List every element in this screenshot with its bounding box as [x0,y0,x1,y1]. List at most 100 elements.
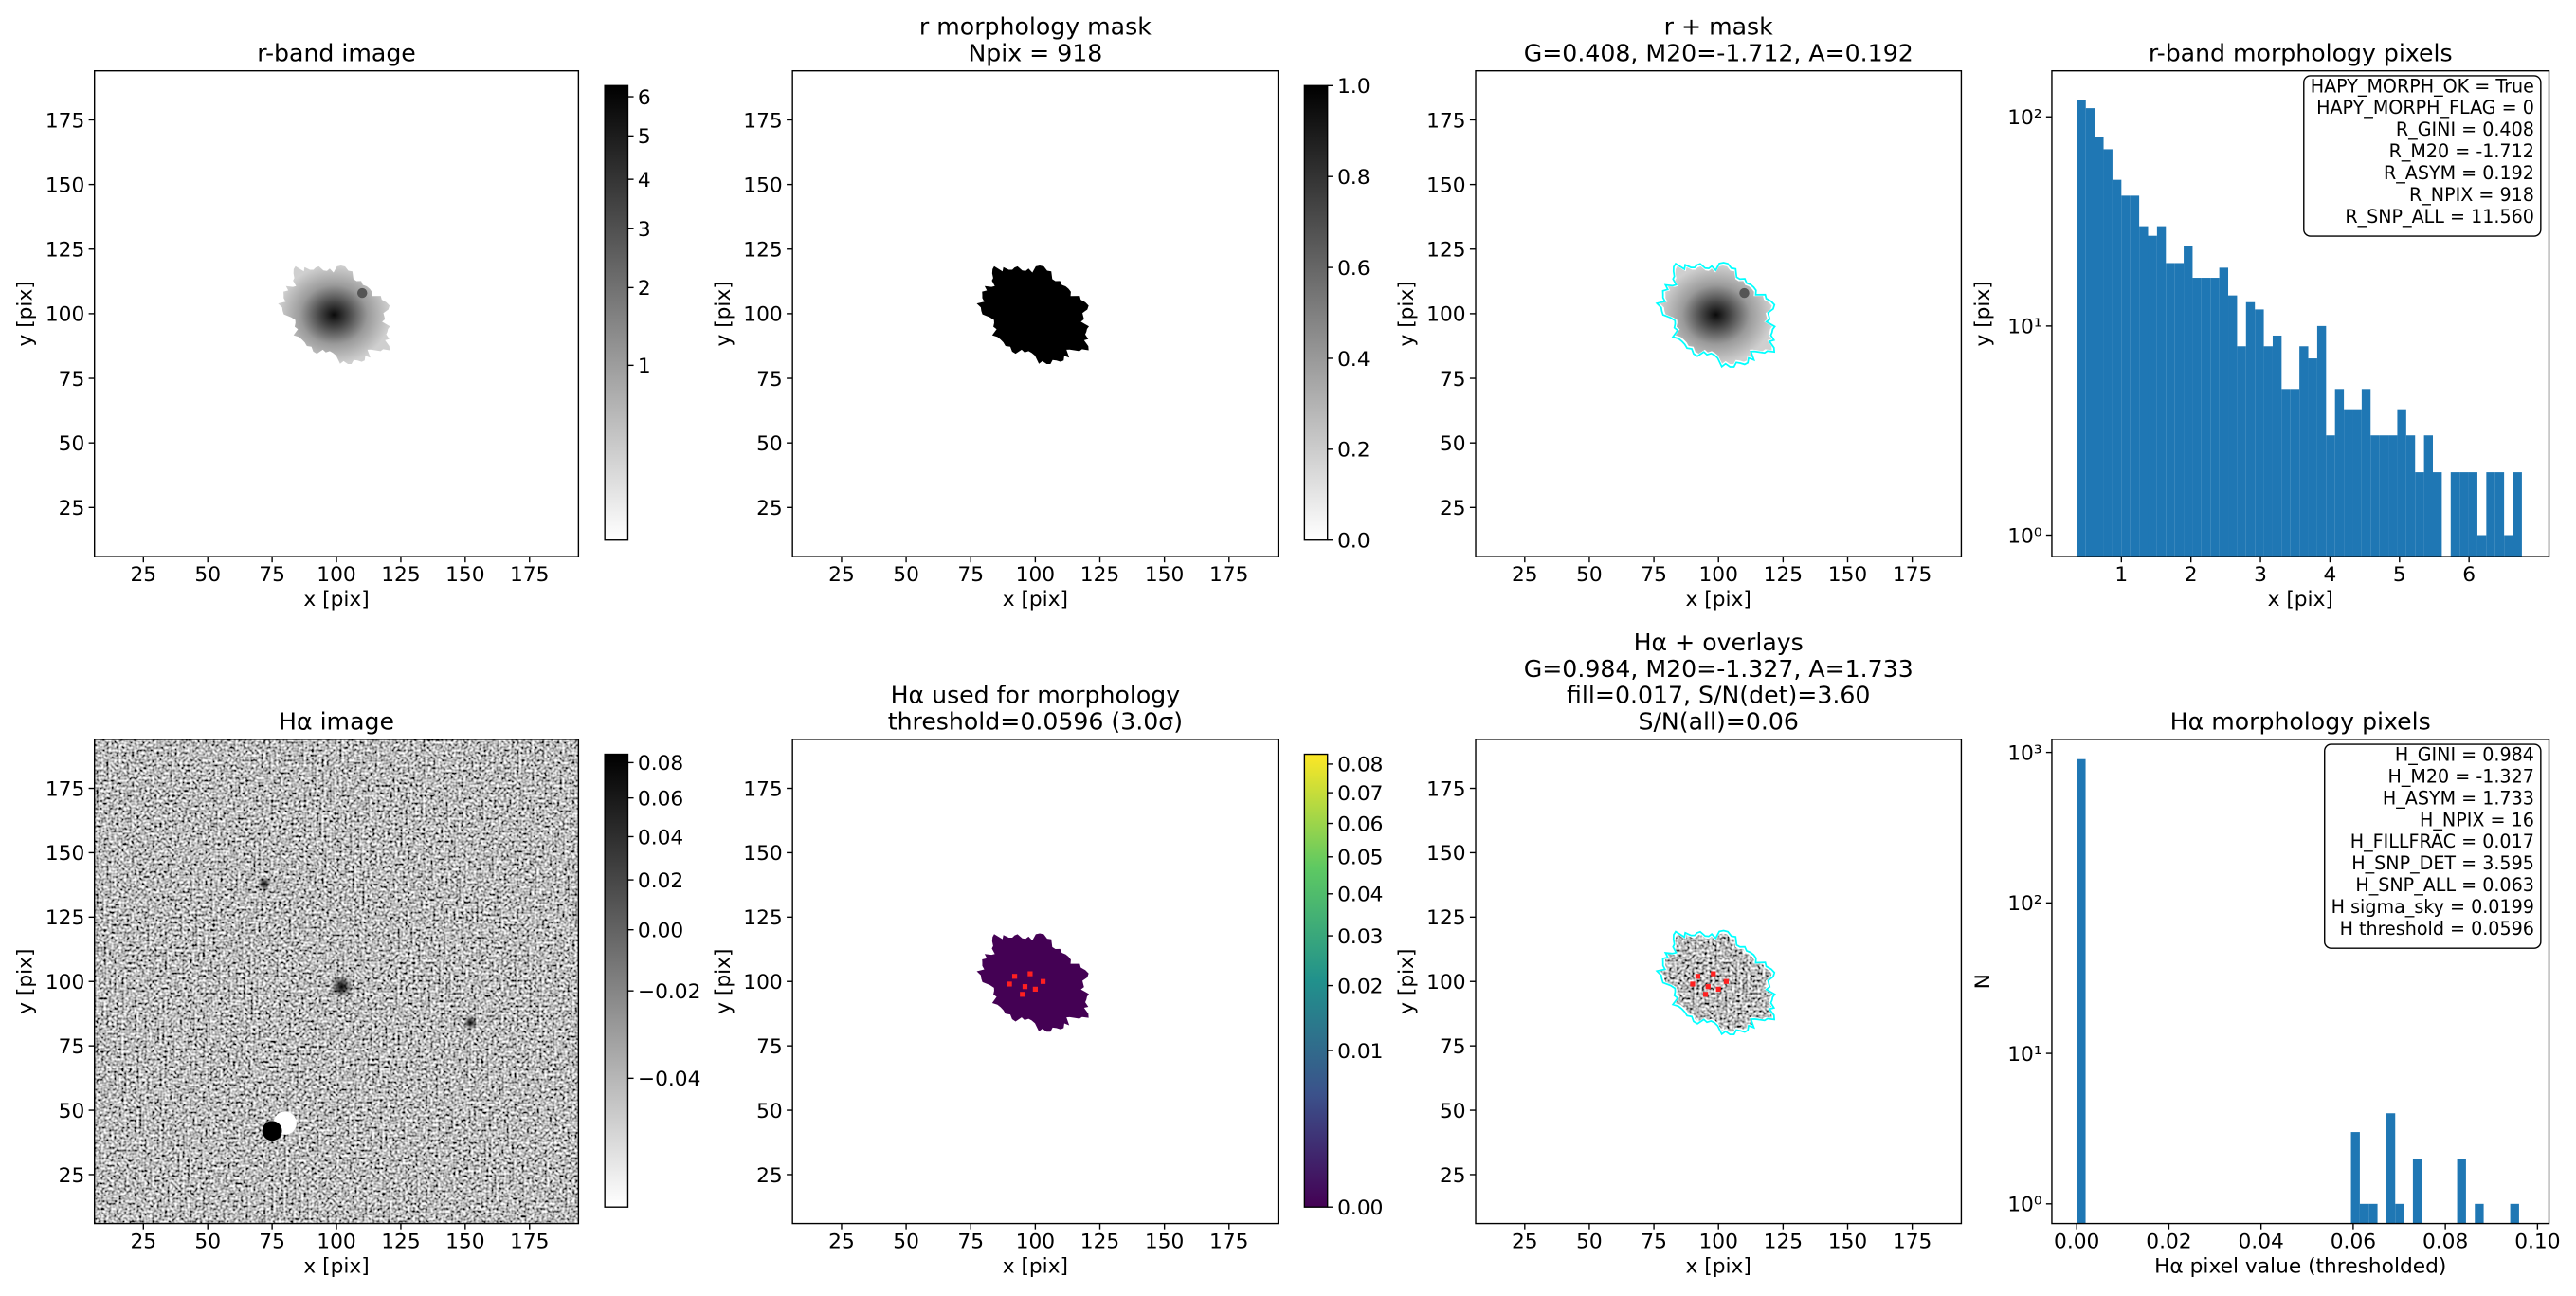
y-tick-label: 10² [2007,106,2041,130]
y-tick-label: 100 [45,303,84,327]
x-tick-label: 25 [130,1231,156,1254]
bar [2457,1159,2466,1224]
panel: 0.00 0.02 0.04 0.06 0.08 0.10 10⁰ 10¹ 10² 10³ Hα p… [1971,707,2561,1278]
detected-pixel [1702,992,1709,997]
y-tick-label: 50 [756,432,783,456]
x-tick-label: 25 [1512,563,1538,587]
x-tick-label: 75 [259,563,285,587]
colorbar-tick-label: 1 [638,355,651,378]
detected-pixel [1032,986,1038,992]
x-tick-label: 175 [1209,563,1248,587]
x-tick-label: 75 [1641,1231,1667,1254]
x-tick-label: 5 [2393,563,2406,587]
y-tick-label: 150 [45,173,84,197]
x-tick-label: 50 [194,563,221,587]
colorbar-tick-label: 6 [638,86,651,110]
x-tick-label: 0.00 [2054,1231,2099,1254]
y-tick-label: 150 [1426,173,1465,197]
x-tick-label: 150 [1145,563,1184,587]
bar [2263,346,2273,557]
bars [2077,100,2522,557]
x-axis-label: x [pix] [2268,588,2333,611]
panel-title: fill=0.017, S/N(det)=3.60 [1567,682,1870,709]
x-tick-label: 100 [1699,1231,1738,1254]
panel-title: r-band morphology pixels [2149,39,2453,66]
y-tick-label: 150 [1426,842,1465,866]
x-axis-label: x [pix] [1686,588,1751,611]
bar [2184,246,2193,557]
colorbar-tick-label: 0.07 [1337,782,1383,806]
colorbar-tick-label: 0.04 [1337,884,1383,907]
colorbar-tick-label: 0.03 [1337,925,1383,949]
x-tick-label: 150 [1145,1231,1184,1254]
colorbar-tick-label: 0.00 [638,920,683,943]
bar [2370,435,2380,557]
bar [2475,1203,2484,1224]
detected-pixel [1022,984,1028,990]
x-tick-label: 50 [893,1231,919,1254]
bar [2255,309,2264,557]
bar [2513,472,2522,557]
detected-pixel [1011,974,1018,979]
y-tick-label: 25 [59,1164,85,1188]
y-tick-label: 75 [1440,368,1466,392]
bar [2433,472,2442,557]
x-tick-label: 125 [381,1231,420,1254]
y-tick-label: 25 [1440,1164,1466,1188]
panel-title: r morphology mask [919,12,1152,40]
x-tick-label: 25 [828,563,855,587]
colorbar-tick-label: 3 [638,218,651,242]
y-axis-label: y [pix] [1395,281,1419,346]
x-tick-label: 50 [1576,1231,1603,1254]
bar [2450,472,2460,557]
panel-title: S/N(all)=0.06 [1638,707,1798,735]
colorbar-tick-label: 0.01 [1337,1040,1383,1064]
x-tick-label: 2 [2185,563,2198,587]
x-tick-label: 175 [510,563,549,587]
bar [2350,1132,2360,1224]
bar [2368,1203,2378,1224]
annotation-box [2324,743,2542,949]
panel-title: G=0.408, M20=-1.712, A=0.192 [1524,39,1914,66]
detected-pixel [1723,978,1730,984]
y-tick-label: 75 [756,368,783,392]
bar [2077,758,2086,1224]
y-tick-label: 125 [743,906,782,930]
colorbar-tick-label: 0.2 [1337,439,1370,463]
y-tick-label: 50 [756,1100,783,1123]
bar [2077,100,2086,557]
panel-title: Npix = 918 [968,39,1102,66]
y-tick-label: 50 [59,432,85,456]
bar [2388,435,2398,557]
panel-title: Hα image [279,707,394,735]
bar [2148,235,2157,557]
panel-title: r-band image [257,39,416,66]
x-tick-label: 100 [1016,1231,1055,1254]
annotation-line: R_M20 = -1.712 [2389,140,2534,162]
colorbar [604,753,629,1208]
annotation-line: R_NPIX = 918 [2409,184,2534,206]
bar [2085,108,2095,557]
panel-title: G=0.984, M20=-1.327, A=1.733 [1524,655,1914,683]
x-tick-label: 75 [1641,563,1667,587]
x-tick-label: 125 [1080,1231,1119,1254]
mask-contour [1655,262,1776,369]
image-area [94,739,579,1224]
y-tick-label: 10³ [2007,741,2041,765]
axes-frame [2051,739,2550,1225]
bar [2361,389,2371,557]
colorbar-tick-label: 0.06 [1337,812,1383,836]
annotation-line: H sigma_sky = 0.0199 [2331,896,2534,918]
bar [2379,435,2389,557]
x-tick-label: 150 [1828,563,1867,587]
y-tick-label: 50 [59,1100,85,1123]
bar [2095,137,2104,557]
y-tick-label: 175 [743,777,782,801]
annotation-line: H_ASYM = 1.733 [2383,787,2534,809]
y-tick-label: 50 [1440,1100,1466,1123]
x-tick-label: 75 [957,563,984,587]
bar [2326,435,2335,557]
